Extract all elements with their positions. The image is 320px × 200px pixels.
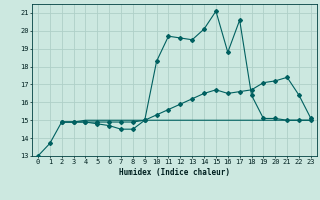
X-axis label: Humidex (Indice chaleur): Humidex (Indice chaleur) [119,168,230,177]
